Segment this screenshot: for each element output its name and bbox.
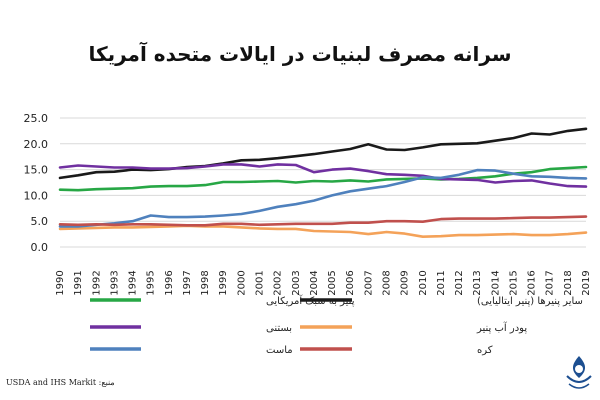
x-tick-label: 2012	[454, 270, 465, 295]
x-tick-label: 2014	[490, 270, 501, 295]
x-tick-label: 1999	[218, 270, 229, 295]
series-line	[58, 165, 588, 192]
y-tick-label: 5.0	[31, 215, 49, 228]
y-tick-label: 15.0	[24, 164, 49, 177]
x-tick-label: 2001	[255, 270, 266, 295]
x-tick-label: 1997	[182, 270, 193, 295]
series-line	[58, 168, 588, 228]
x-tick-label: 1996	[164, 270, 175, 295]
x-tick-label: 2000	[236, 270, 247, 295]
legend-label: ماست	[266, 345, 293, 356]
legend-label: سایر پنیرها (پنیر ایتالیایی)	[477, 296, 583, 307]
x-tick-label: 1993	[109, 270, 120, 295]
x-tick-label: 1990	[55, 270, 66, 295]
y-tick-label: 20.0	[24, 138, 49, 151]
x-tick-label: 2011	[436, 270, 447, 295]
x-tick-label: 2003	[291, 270, 302, 295]
x-tick-label: 2018	[563, 270, 574, 295]
x-tick-label: 1998	[200, 270, 211, 295]
x-tick-label: 2004	[309, 270, 320, 295]
x-tick-label: 2016	[527, 270, 538, 295]
x-tick-label: 2008	[381, 270, 392, 295]
x-tick-label: 1995	[146, 270, 157, 295]
series-line	[58, 127, 588, 180]
legend-label: پنیر به سبک آمریکایی	[266, 294, 355, 307]
legend-label: بستنی	[266, 323, 292, 334]
x-tick-label: 2005	[327, 270, 338, 295]
x-tick-label: 2007	[363, 270, 374, 295]
x-tick-label: 2013	[472, 270, 483, 295]
x-tick-label: 2009	[400, 270, 411, 295]
legend-label: کره	[477, 345, 493, 356]
publisher-logo-icon	[566, 356, 592, 389]
series-line	[58, 215, 588, 227]
x-tick-label: 1994	[128, 270, 139, 295]
y-tick-label: 10.0	[24, 189, 49, 202]
x-tick-label: 1991	[73, 270, 84, 295]
x-tick-label: 2015	[508, 270, 519, 295]
x-tick-label: 1992	[91, 270, 102, 295]
y-tick-label: 25.0	[24, 112, 49, 125]
series-line	[58, 163, 588, 188]
series-line	[58, 224, 588, 238]
x-tick-label: 2006	[345, 270, 356, 295]
x-tick-label: 2019	[581, 270, 592, 295]
x-tick-label: 2002	[273, 270, 284, 295]
x-tick-label: 2017	[545, 270, 556, 295]
y-tick-label: 0.0	[31, 241, 49, 254]
legend-label: پودر آب پنیر	[476, 321, 527, 334]
source-note: منبع: USDA and IHS Markit	[6, 378, 115, 387]
x-tick-label: 2010	[418, 270, 429, 295]
chart-title: سرانه مصرف لبنیات در ایالات متحده آمریکا	[88, 42, 512, 66]
